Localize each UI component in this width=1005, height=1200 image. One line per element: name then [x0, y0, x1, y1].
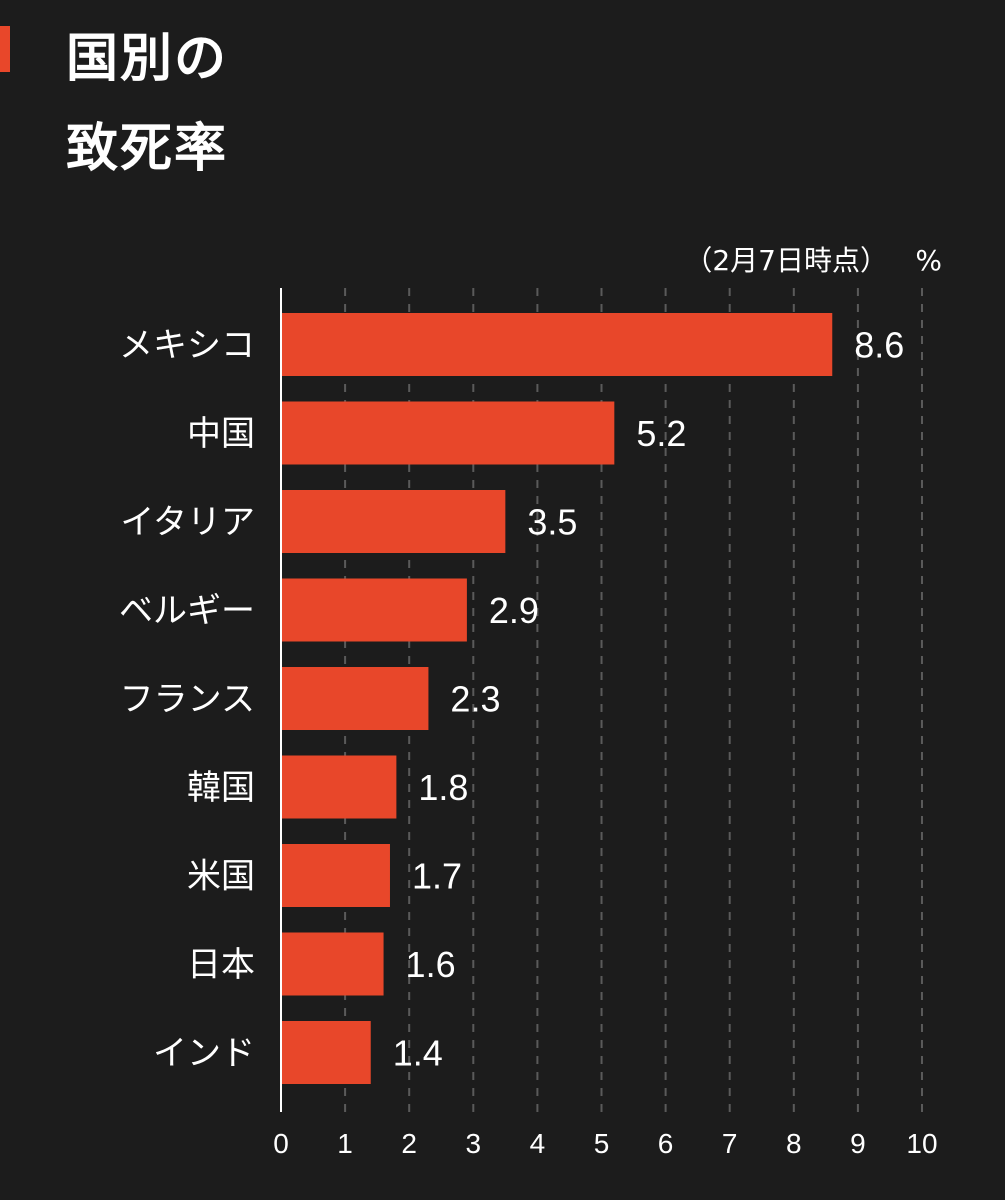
bar — [281, 490, 506, 553]
value-label: 1.4 — [393, 1033, 443, 1074]
value-label: 1.8 — [418, 767, 468, 808]
value-label: 5.2 — [636, 413, 686, 454]
x-tick-labels: 0 1 2 3 4 5 6 7 8 9 10 — [273, 1128, 937, 1159]
value-label: 2.3 — [450, 679, 500, 720]
x-tick-label: 4 — [530, 1128, 546, 1159]
value-label: 3.5 — [527, 502, 577, 543]
x-tick-label: 7 — [722, 1128, 738, 1159]
bar — [281, 313, 833, 376]
value-labels: 8.6 5.2 3.5 2.9 2.3 1.8 1.7 1.6 1.4 — [393, 325, 905, 1074]
chart-title: 国別の 致死率 — [66, 14, 366, 194]
bars — [281, 313, 833, 1084]
value-label: 2.9 — [489, 590, 539, 631]
category-label: フランス — [120, 680, 255, 720]
category-label: ベルギー — [119, 591, 255, 631]
category-label: 米国 — [187, 857, 255, 897]
x-tick-label: 9 — [850, 1128, 866, 1159]
x-tick-label: 3 — [466, 1128, 482, 1159]
value-label: 1.6 — [406, 944, 456, 985]
x-tick-label: 1 — [337, 1128, 353, 1159]
bar — [281, 1021, 371, 1084]
x-tick-label: 6 — [658, 1128, 674, 1159]
x-tick-label: 2 — [401, 1128, 417, 1159]
title-accent-bar — [0, 26, 10, 72]
unit-label: % — [915, 244, 942, 277]
bar — [281, 844, 390, 907]
category-label: 韓国 — [187, 768, 255, 808]
category-label: メキシコ — [119, 326, 255, 366]
category-label: イタリア — [120, 503, 255, 543]
bar — [281, 667, 429, 730]
bar — [281, 578, 467, 642]
category-label: 日本 — [187, 945, 255, 985]
chart-title-line-1: 国別の — [66, 29, 229, 89]
bar — [281, 401, 615, 465]
x-tick-label: 8 — [786, 1128, 802, 1159]
bar — [281, 932, 384, 996]
date-note: （2月7日時点） — [684, 244, 888, 277]
x-tick-label: 0 — [273, 1128, 289, 1159]
value-label: 1.7 — [412, 856, 462, 897]
chart-title-line-2: 致死率 — [66, 119, 229, 179]
x-tick-label: 5 — [594, 1128, 610, 1159]
value-label: 8.6 — [854, 325, 904, 366]
bar — [281, 755, 397, 819]
category-label: 中国 — [187, 414, 255, 454]
x-tick-label: 10 — [906, 1128, 937, 1159]
category-label: インド — [153, 1034, 255, 1074]
